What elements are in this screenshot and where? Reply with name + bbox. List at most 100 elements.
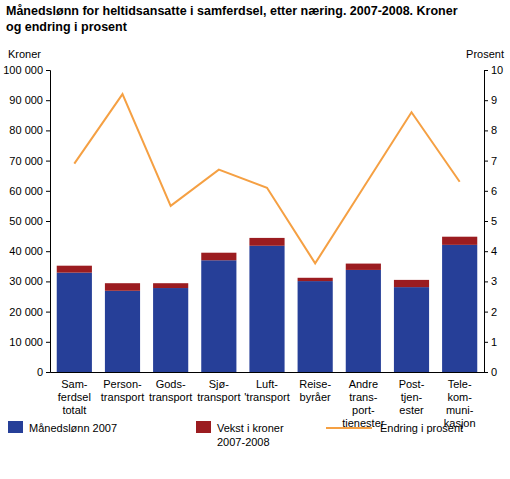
y-tick-label: 80 000 (9, 124, 43, 136)
legend-swatch (8, 421, 23, 433)
y2-tick-mark (484, 70, 488, 71)
y2-tick: 8 (484, 124, 497, 136)
x-tick: Person-transport (101, 372, 144, 403)
y-tick-label: 0 (37, 366, 43, 378)
y-axis-title: Kroner (8, 48, 41, 60)
y2-tick: 1 (484, 336, 497, 348)
x-tick-label: Reise-byråer (299, 378, 331, 403)
y2-tick-label: 8 (491, 124, 497, 136)
bar (153, 288, 188, 372)
y-tick: 0 (37, 366, 50, 378)
x-tick: Sjø-transport (197, 372, 240, 403)
bar (394, 280, 429, 287)
y-tick: 10 000 (9, 336, 50, 348)
y-tick: 70 000 (9, 155, 50, 167)
y2-tick-mark (484, 372, 488, 373)
legend-swatch (326, 427, 372, 429)
y-tick-mark (46, 372, 50, 373)
y-tick-mark (46, 342, 50, 343)
y-tick: 80 000 (9, 124, 50, 136)
legend-item: Endring i prosent (326, 422, 463, 434)
y-tick: 60 000 (9, 185, 50, 197)
y2-tick-label: 6 (491, 185, 497, 197)
bar-series (57, 245, 478, 372)
x-axis: Sam-ferdseltotaltPerson-transportGods-tr… (51, 372, 485, 429)
y-tick-label: 50 000 (9, 215, 43, 227)
y2-tick-mark (484, 281, 488, 282)
legend-item: Månedslønn 2007 (8, 421, 117, 434)
y2-tick-label: 1 (491, 336, 497, 348)
x-tick-label: Person-transport (101, 378, 144, 403)
y2-tick-label: 4 (491, 245, 497, 257)
y-tick-mark (46, 100, 50, 101)
chart: Månedslønn for heltidsansatte i samferds… (0, 0, 510, 479)
y-axis-line (46, 71, 51, 373)
legend-label: Vekst i kroner2007-2008 (217, 422, 284, 448)
y-tick-mark (46, 161, 50, 162)
y2-tick: 6 (484, 185, 497, 197)
y2-tick: 9 (484, 94, 497, 106)
bar (298, 281, 333, 372)
y-tick-mark (46, 191, 50, 192)
y-tick: 40 000 (9, 245, 50, 257)
bar (249, 238, 284, 246)
y2-tick-mark (484, 251, 488, 252)
y2-tick-mark (484, 312, 488, 313)
y2-tick: 4 (484, 245, 497, 257)
y-tick-mark (46, 130, 50, 131)
bar (442, 237, 477, 245)
bar (394, 287, 429, 372)
y-tick-mark (46, 251, 50, 252)
y2-tick-label: 7 (491, 155, 497, 167)
bar-series (57, 237, 478, 291)
plot: 0 10 000 20 000 30 000 40 000 50 000 60 000 70 … (3, 64, 503, 429)
y2-tick-mark (484, 191, 488, 192)
bar (249, 246, 284, 372)
y-tick: 20 000 (9, 306, 50, 318)
y2-tick-mark (484, 130, 488, 131)
y-tick-label: 60 000 (9, 185, 43, 197)
x-tick-label: Post-tjen-ester (399, 378, 425, 416)
bar (105, 291, 140, 372)
y-tick-label: 100 000 (3, 64, 43, 76)
y-tick: 30 000 (9, 275, 50, 287)
x-tick-label: Sam-ferdseltotalt (58, 378, 91, 416)
bar (57, 273, 92, 372)
bar (346, 264, 381, 270)
legend-swatch (196, 421, 211, 433)
y2-tick: 3 (484, 275, 497, 287)
x-tick: Andretrans-port-tjenester (342, 372, 385, 429)
bar (298, 278, 333, 281)
y2-tick-label: 5 (491, 215, 497, 227)
y2-axis-title: Prosent (466, 48, 504, 60)
x-tick: Luft-'transport (244, 372, 290, 403)
y-tick-mark (46, 221, 50, 222)
y2-tick-label: 9 (491, 94, 497, 106)
y2-tick-label: 3 (491, 275, 497, 287)
y-tick-label: 90 000 (9, 94, 43, 106)
y-tick-label: 40 000 (9, 245, 43, 257)
legend: Månedslønn 2007 Vekst i kroner2007-2008 En… (8, 421, 463, 448)
y-tick-mark (46, 281, 50, 282)
y2-tick-mark (484, 100, 488, 101)
marks (57, 94, 478, 372)
y2-tick-mark (484, 342, 488, 343)
y-tick: 90 000 (9, 94, 50, 106)
bar (201, 253, 236, 261)
y2-tick: 0 (484, 366, 497, 378)
legend-label: Månedslønn 2007 (29, 422, 117, 434)
bar (153, 283, 188, 288)
y2-tick: 10 (484, 64, 503, 76)
y2-tick: 5 (484, 215, 497, 227)
y-tick: 100 000 (3, 64, 50, 76)
y-axis: 0 10 000 20 000 30 000 40 000 50 000 60 000 70 … (3, 64, 50, 378)
x-tick: Sam-ferdseltotalt (58, 372, 91, 416)
y2-axis: 012345678910 (484, 64, 503, 378)
x-tick-label: Sjø-transport (197, 378, 240, 403)
x-tick: Post-tjen-ester (399, 372, 425, 416)
y-tick-label: 10 000 (9, 336, 43, 348)
y-tick-label: 70 000 (9, 155, 43, 167)
x-tick-label: Andretrans-port-tjenester (342, 378, 385, 430)
bar (57, 266, 92, 273)
x-tick: Reise-byråer (299, 372, 331, 403)
